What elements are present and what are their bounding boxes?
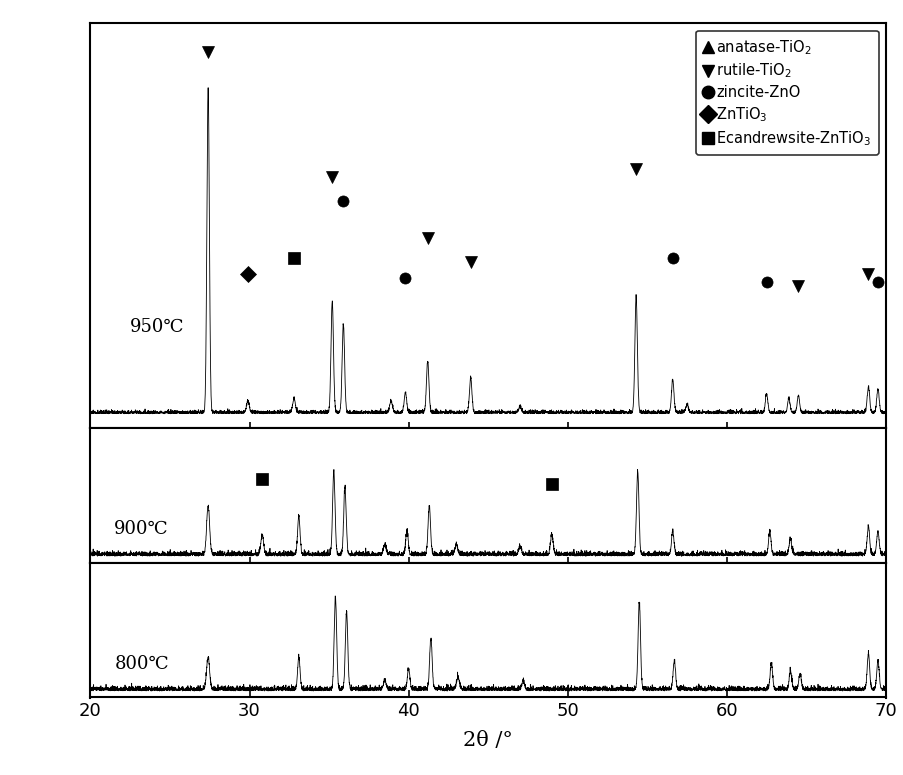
Text: 900℃: 900℃ bbox=[114, 520, 169, 538]
Legend: anatase-TiO$_2$, rutile-TiO$_2$, zincite-ZnO, ZnTiO$_3$, Ecandrewsite-ZnTiO$_3$: anatase-TiO$_2$, rutile-TiO$_2$, zincite… bbox=[695, 30, 878, 155]
Text: 950℃: 950℃ bbox=[130, 318, 184, 336]
Text: 800℃: 800℃ bbox=[114, 655, 169, 673]
X-axis label: 2θ /°: 2θ /° bbox=[462, 732, 513, 750]
